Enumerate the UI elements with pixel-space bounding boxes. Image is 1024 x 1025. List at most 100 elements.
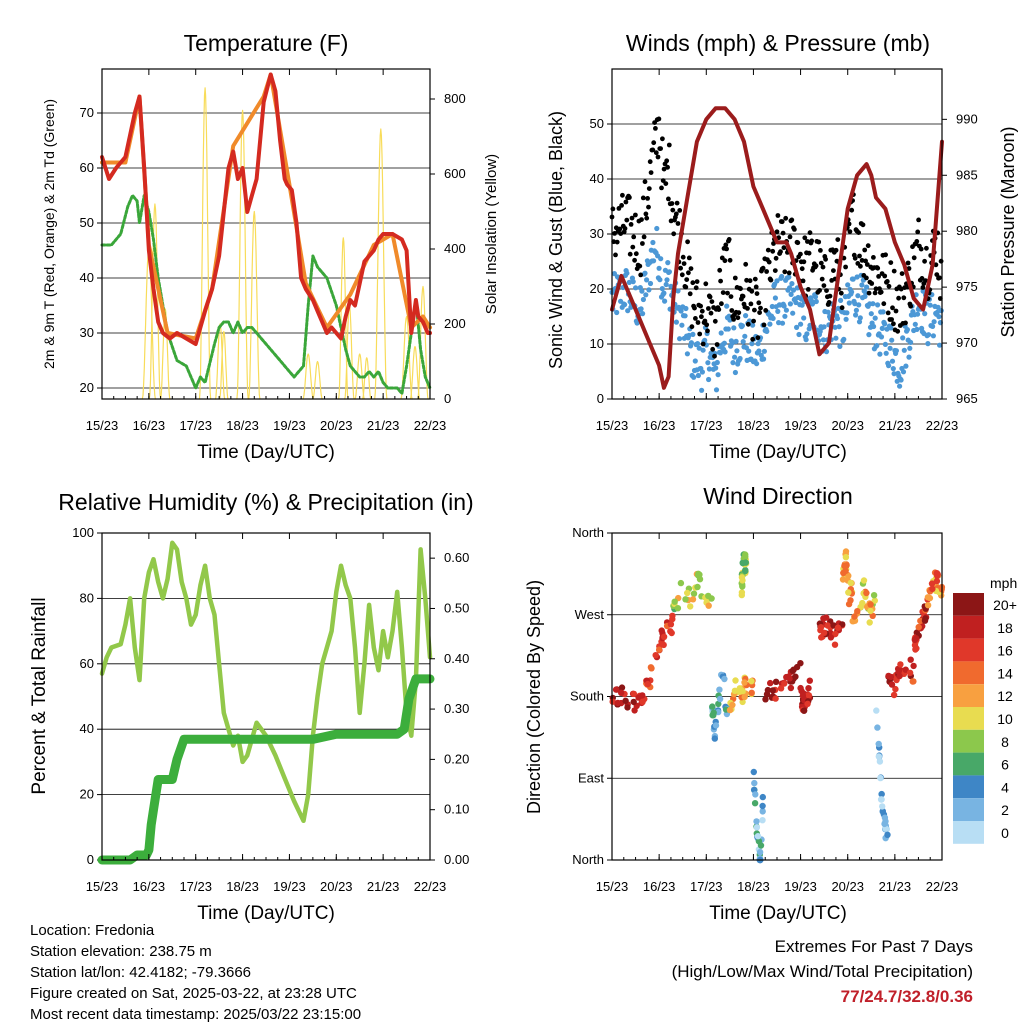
direction-point bbox=[612, 686, 620, 693]
wind-point bbox=[803, 337, 809, 343]
wind-point bbox=[889, 337, 895, 343]
wind-point bbox=[638, 306, 644, 312]
gust-point bbox=[700, 341, 706, 347]
wind-point bbox=[700, 347, 706, 353]
gust-point bbox=[627, 195, 632, 200]
wind-direction-xtick-label: 15/23 bbox=[596, 879, 629, 894]
legend-title: mph bbox=[990, 575, 1017, 591]
gust-point bbox=[660, 136, 665, 142]
gust-point bbox=[646, 204, 651, 210]
wind-point bbox=[880, 309, 886, 315]
gust-point bbox=[809, 238, 815, 244]
wind-point bbox=[755, 341, 761, 347]
wind-direction-plot: North East South West North 15/23 16/23 17/23 18… bbox=[570, 525, 958, 894]
gust-point bbox=[899, 271, 905, 276]
direction-point bbox=[887, 673, 895, 681]
wind-direction-xtick-label: 22/23 bbox=[926, 879, 959, 894]
humidity-ytick-right-label: 0.60 bbox=[444, 550, 469, 565]
direction-point bbox=[874, 724, 881, 731]
gust-point bbox=[819, 276, 825, 282]
wind-point bbox=[931, 319, 937, 325]
gust-point bbox=[665, 164, 670, 170]
gust-point bbox=[893, 308, 899, 314]
wind-point bbox=[879, 325, 885, 331]
direction-point bbox=[881, 820, 888, 828]
gust-point bbox=[864, 275, 869, 281]
wind-point bbox=[882, 341, 889, 347]
direction-point bbox=[669, 612, 676, 619]
gust-point bbox=[905, 260, 911, 266]
wind-point bbox=[734, 348, 740, 354]
gust-point bbox=[885, 310, 891, 316]
wind-point bbox=[793, 299, 799, 306]
gust-point bbox=[800, 278, 806, 284]
wind-point bbox=[920, 288, 926, 294]
gust-point bbox=[752, 307, 757, 313]
direction-point bbox=[847, 579, 854, 587]
direction-point bbox=[912, 635, 920, 642]
wind-point bbox=[656, 265, 662, 271]
gust-point bbox=[876, 274, 881, 279]
gust-point bbox=[640, 195, 646, 201]
direction-points bbox=[609, 548, 946, 864]
direction-point bbox=[912, 646, 919, 653]
humidity-ytick-label: 100 bbox=[72, 525, 94, 540]
wind-point bbox=[821, 324, 827, 330]
legend-swatch bbox=[953, 729, 984, 753]
gust-point bbox=[679, 272, 685, 278]
direction-point bbox=[884, 831, 891, 838]
humidity-xtick-label: 19/23 bbox=[273, 879, 306, 894]
winds-ytick-right-label: 990 bbox=[956, 111, 978, 126]
legend-swatch bbox=[953, 821, 984, 844]
direction-point bbox=[755, 838, 763, 845]
direction-point bbox=[748, 678, 755, 685]
direction-point bbox=[804, 700, 811, 707]
direction-point bbox=[806, 677, 813, 684]
wind-point bbox=[781, 303, 787, 309]
gust-point bbox=[720, 290, 726, 295]
recent-timestamp-text: Most recent data timestamp: 2025/03/22 2… bbox=[30, 1006, 362, 1023]
humidity-title: Relative Humidity (%) & Precipitation (i… bbox=[58, 489, 473, 515]
direction-point bbox=[841, 562, 848, 570]
wind-point bbox=[906, 354, 912, 360]
gust-point bbox=[666, 196, 671, 202]
wind-point bbox=[850, 276, 856, 282]
gust-point bbox=[707, 294, 713, 300]
gust-point bbox=[888, 260, 894, 265]
gust-point bbox=[833, 247, 839, 253]
legend-swatch bbox=[953, 798, 984, 821]
wind-point bbox=[640, 296, 647, 303]
direction-point bbox=[933, 577, 941, 585]
direction-point bbox=[712, 722, 720, 729]
gust-point bbox=[908, 303, 914, 309]
wind-point bbox=[854, 274, 860, 280]
gust-point bbox=[747, 278, 753, 284]
humidity-ytick-label: 80 bbox=[80, 590, 94, 605]
gust-point bbox=[749, 288, 755, 294]
wind-direction-ytick-label: East bbox=[578, 770, 604, 785]
wind-point bbox=[886, 363, 892, 369]
gust-point bbox=[918, 246, 924, 252]
wind-point bbox=[761, 348, 768, 354]
gust-point bbox=[761, 322, 767, 328]
direction-point bbox=[738, 591, 745, 599]
legend-swatch bbox=[953, 684, 984, 707]
gust-point bbox=[704, 322, 710, 328]
temperature-xtick-label: 19/23 bbox=[273, 418, 306, 433]
wind-point bbox=[732, 369, 739, 376]
gust-point bbox=[937, 275, 942, 281]
wind-point bbox=[789, 281, 795, 287]
gust-point bbox=[895, 328, 901, 334]
direction-point bbox=[754, 833, 762, 840]
wind-point bbox=[901, 347, 907, 353]
wind-point bbox=[724, 303, 730, 309]
winds-ylabel-right: Station Pressure (Maroon) bbox=[998, 126, 1018, 337]
direction-point bbox=[742, 551, 749, 558]
humidity-xtick-label: 16/23 bbox=[133, 879, 166, 894]
direction-point bbox=[921, 617, 929, 624]
gust-point bbox=[643, 211, 649, 217]
gust-point bbox=[786, 270, 792, 276]
gust-point bbox=[934, 272, 940, 277]
gust-point bbox=[781, 245, 787, 251]
gust-point bbox=[689, 324, 695, 330]
